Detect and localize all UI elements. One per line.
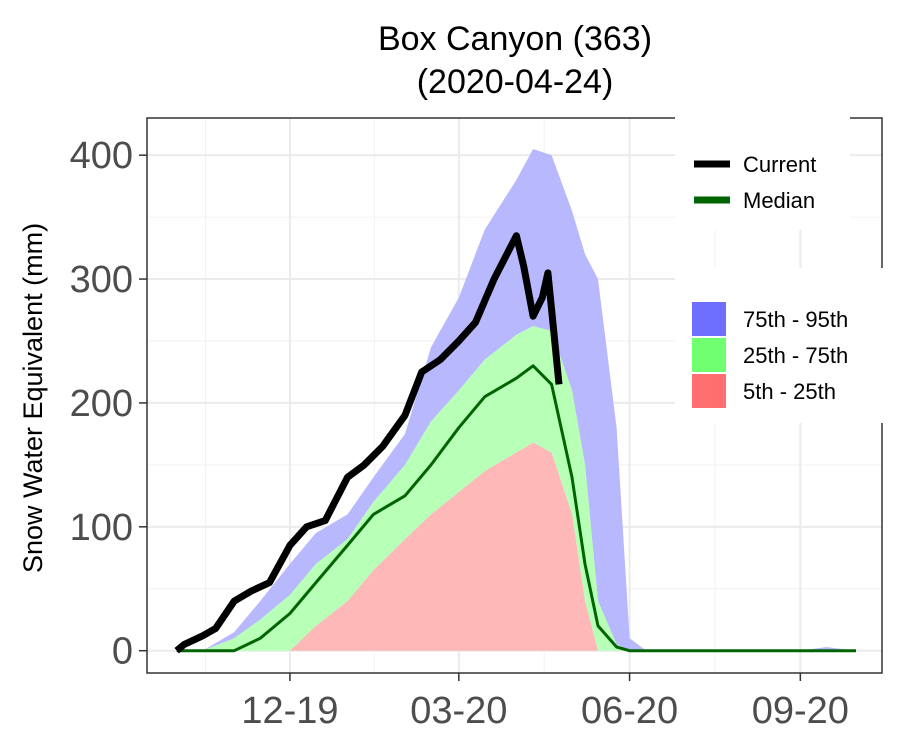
legend-band-label: 25th - 75th: [743, 343, 848, 368]
y-tick-label: 400: [70, 135, 133, 177]
legend-band-label: 5th - 25th: [743, 379, 836, 404]
y-axis-label: Snow Water Equivalent (mm): [18, 223, 48, 573]
x-tick-label: 06-20: [581, 690, 678, 732]
percentile-bands: [176, 149, 856, 651]
band-75-95: [176, 149, 856, 651]
series-lines: [174, 232, 856, 654]
x-tick-label: 09-20: [752, 690, 849, 732]
x-axis: 12-19 03-20 06-20 09-20: [241, 673, 849, 732]
legend-line-label: Current: [743, 152, 816, 177]
median-line: [176, 364, 856, 653]
legend-lines-background: [675, 112, 850, 230]
y-axis: 0 100 200 300 400: [70, 135, 147, 673]
x-tick-label: 12-19: [241, 690, 338, 732]
legend-bands: 75th - 95th 25th - 75th 5th - 25th: [675, 268, 885, 423]
y-tick-label: 100: [70, 507, 133, 549]
y-tick-label: 300: [70, 259, 133, 301]
chart-title-line2: (2020-04-24): [417, 63, 614, 101]
legend-band-key: [692, 302, 726, 336]
band-5-25: [176, 442, 856, 651]
band-25-75: [176, 326, 856, 651]
y-tick-label: 0: [112, 631, 133, 673]
legend-band-label: 75th - 95th: [743, 307, 848, 332]
legend-band-key: [692, 374, 726, 408]
current-line: [174, 232, 563, 654]
y-tick-label: 200: [70, 383, 133, 425]
legend-line-label: Median: [743, 188, 815, 213]
x-tick-label: 03-20: [410, 690, 507, 732]
legend-lines: Current Median: [675, 112, 850, 230]
legend-band-key: [692, 338, 726, 372]
chart-title-line1: Box Canyon (363): [378, 20, 652, 58]
